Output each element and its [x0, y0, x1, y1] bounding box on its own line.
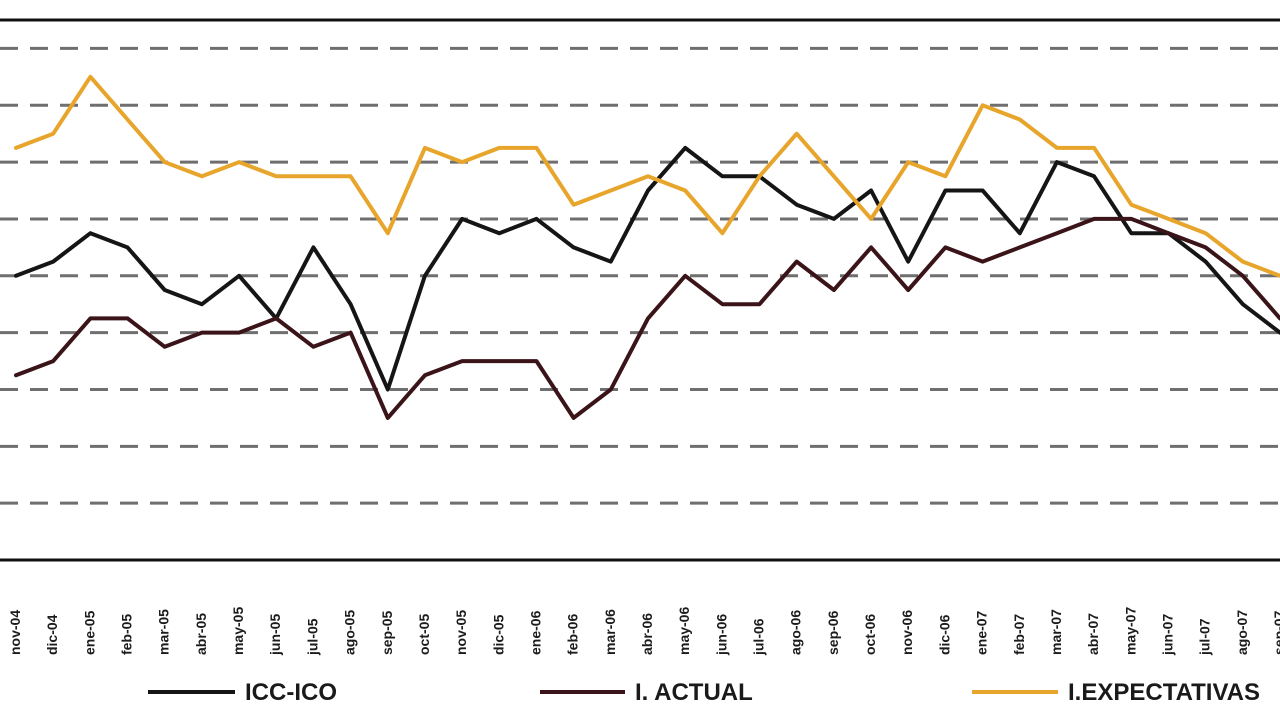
x-tick-label: nov-05 — [453, 610, 469, 655]
legend-item-i-expectativas: I.EXPECTATIVAS — [972, 679, 1260, 706]
x-tick-label: nov-06 — [899, 610, 915, 655]
legend-label-icc-ico: ICC-ICO — [245, 679, 337, 706]
x-tick-label: abr-05 — [193, 613, 209, 655]
legend-item-icc-ico: ICC-ICO — [148, 679, 337, 706]
x-tick-label: mar-06 — [602, 609, 618, 655]
x-tick-label: ene-06 — [527, 610, 543, 655]
axes — [0, 18, 1280, 562]
x-tick-label: ago-05 — [342, 610, 358, 655]
x-tick-label: oct-06 — [862, 614, 878, 655]
x-tick-label: nov-04 — [7, 610, 23, 655]
x-tick-label: jul-07 — [1197, 618, 1213, 656]
x-tick-label: jun-06 — [713, 614, 729, 656]
x-tick-label: ene-07 — [974, 610, 990, 655]
x-tick-label: ago-06 — [788, 610, 804, 655]
series-line-0 — [14, 145, 1280, 392]
x-tick-label: dic-05 — [490, 614, 506, 655]
x-tick-label: dic-06 — [936, 614, 952, 655]
series-line-1 — [14, 216, 1280, 420]
x-tick-label: mar-05 — [156, 609, 172, 655]
x-tick-label: jun-05 — [267, 614, 283, 656]
x-tick-label: feb-07 — [1011, 614, 1027, 655]
x-tick-label: jun-07 — [1159, 614, 1175, 656]
x-tick-label: abr-06 — [639, 613, 655, 655]
x-tick-label: ago-07 — [1234, 610, 1250, 655]
x-tick-label: sep-05 — [379, 610, 395, 655]
x-tick-label: abr-07 — [1085, 613, 1101, 655]
x-tick-label: may-07 — [1122, 607, 1138, 655]
x-tick-labels: nov-04 dic-04 ene-05 feb-05 mar-05 abr-05 may-… — [7, 607, 1280, 656]
x-tick-label: may-06 — [676, 607, 692, 655]
x-tick-label: dic-04 — [44, 614, 60, 655]
x-tick-label: feb-05 — [119, 614, 135, 655]
x-tick-label: jul-06 — [751, 618, 767, 656]
x-tick-label: oct-05 — [416, 614, 432, 655]
legend-label-i-expectativas: I.EXPECTATIVAS — [1068, 679, 1260, 706]
series-lines — [14, 74, 1280, 420]
x-tick-label: feb-06 — [565, 614, 581, 655]
x-tick-label: sep-06 — [825, 610, 841, 655]
x-tick-label: mar-07 — [1048, 609, 1064, 655]
grid-lines — [0, 46, 1280, 505]
x-tick-label: sep-07 — [1271, 610, 1280, 655]
series-line-2 — [14, 74, 1280, 278]
legend-item-i-actual: I. ACTUAL — [540, 679, 753, 706]
x-tick-label: ene-05 — [81, 610, 97, 655]
legend-label-i-actual: I. ACTUAL — [635, 679, 753, 706]
x-tick-label: may-05 — [230, 607, 246, 655]
legend: ICC-ICO I. ACTUAL I.EXPECTATIVAS — [148, 679, 1260, 706]
x-tick-label: jul-05 — [304, 618, 320, 656]
